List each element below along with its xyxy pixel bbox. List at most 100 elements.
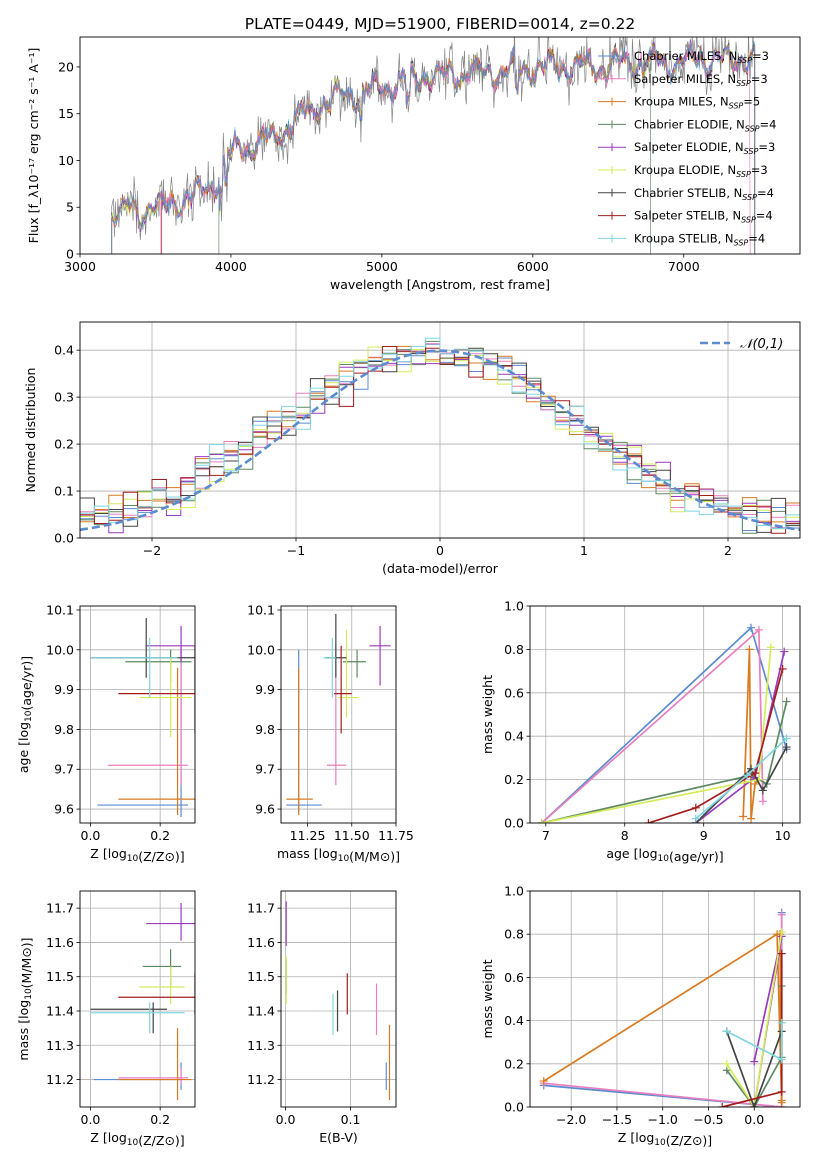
series-line [695, 651, 786, 823]
y-tick-label: 11.4 [247, 1004, 275, 1019]
x-tick-label: 5000 [366, 259, 398, 274]
legend-label: Kroupa MILES, NSSP=5 [634, 95, 760, 111]
y-tick-label: 0.2 [504, 1056, 524, 1071]
label-part: (data-model)/error [382, 561, 499, 576]
y-tick-label: 11.7 [247, 901, 275, 916]
label-part: (M/M⊙)] [19, 937, 34, 988]
label-part: wavelength [Angstrom, rest frame] [330, 277, 550, 292]
model-spectrum-line [111, 40, 756, 254]
y-tick-label: 1.0 [504, 599, 524, 614]
y-axis-label: Normed distribution [23, 368, 38, 493]
plot-area [90, 617, 195, 818]
y-tick-label: 11.4 [46, 1004, 74, 1019]
legend-label: Salpeter ELODIE, NSSP=3 [634, 140, 775, 156]
point-marker [750, 1103, 759, 1107]
legend-label-sub: SSP [736, 79, 751, 88]
plot-area [539, 908, 786, 1107]
legend-label: Chabrier STELIB, NSSP=4 [634, 186, 774, 202]
legend-label-part: Salpeter ELODIE, N [634, 140, 744, 154]
legend-label-part: Kroupa STELIB, N [634, 231, 734, 245]
axes-frame [79, 605, 196, 824]
label-sub: 10 [658, 854, 670, 864]
point-marker [745, 645, 754, 654]
axes-frame [280, 605, 397, 824]
y-tick-label: 9.9 [255, 682, 275, 697]
x-tick-label: −2.0 [556, 1112, 586, 1127]
legend-label-sub: SSP [734, 238, 749, 247]
legend-label-part: Kroupa ELODIE, N [634, 163, 736, 177]
y-tick-label: 0.4 [504, 729, 524, 744]
x-axis-label: wavelength [Angstrom, rest frame] [330, 277, 550, 292]
legend-label-part: =4 [756, 209, 773, 223]
label-part: age [ [16, 741, 31, 773]
x-axis-label: Z [log10(Z/Z⊙)] [90, 1130, 184, 1148]
x-tick-label: −0.5 [693, 1112, 723, 1127]
legend-label-sub: SSP [744, 147, 759, 156]
legend-label: 𝒩(0,1) [740, 337, 783, 352]
x-tick-label: −1.0 [648, 1112, 678, 1127]
x-tick-label: 11.50 [334, 828, 370, 843]
point-marker [539, 1077, 548, 1086]
x-tick-label: 7 [542, 828, 550, 843]
y-tick-label: 10.0 [247, 642, 275, 657]
x-tick-label: 0.0 [744, 1112, 764, 1127]
panel-mass-vs-Z: 0.0 0.211.211.311.411.511.611.7Z [log10(Z… [16, 890, 196, 1148]
y-tick-label: 5 [66, 200, 74, 215]
x-axis-label: mass [log10(M/M⊙)] [277, 846, 400, 864]
y-tick-label: 9.9 [54, 682, 74, 697]
point-marker [777, 949, 786, 958]
axes-frame [79, 36, 801, 255]
y-axis-label: Flux [f_λ10⁻¹⁷ erg cm⁻² s⁻¹ A⁻¹] [26, 48, 41, 244]
y-tick-label: 0.8 [504, 642, 524, 657]
figure-title: PLATE=0449, MJD=51900, FIBERID=0014, z=0… [245, 15, 635, 33]
label-part: Z [ [618, 1130, 635, 1145]
point-marker [780, 647, 789, 656]
point-marker [644, 819, 653, 823]
x-tick-label: 8 [621, 828, 629, 843]
series-line [648, 668, 784, 823]
point-marker [777, 910, 786, 919]
series-line [726, 931, 783, 1107]
y-tick-label: 0.4 [54, 343, 74, 358]
x-tick-label: 4000 [215, 259, 247, 274]
point-marker [750, 1057, 759, 1066]
normal-curve [80, 349, 800, 532]
y-tick-label: 9.8 [255, 722, 275, 737]
x-tick-label: 3000 [64, 259, 96, 274]
y-tick-label: 0.0 [504, 816, 524, 831]
label-part: mass weight [480, 959, 495, 1038]
x-tick-label: 7000 [668, 259, 700, 274]
y-tick-label: 0.0 [504, 1100, 524, 1115]
point-marker [758, 786, 767, 795]
y-tick-label: 10.1 [46, 602, 74, 617]
point-marker [782, 697, 791, 706]
x-axis-label: Z [log10(Z/Z⊙)] [618, 1130, 712, 1148]
panel-spectrum: 3000 4000 5000 6000 7000 0 5 10 15 20 wavelength [… [26, 36, 801, 292]
series-line [541, 628, 764, 823]
y-tick-label: 10.0 [46, 642, 74, 657]
label-part: Z [ [90, 1130, 107, 1145]
x-axis-label: (data-model)/error [382, 561, 499, 576]
label-part: age [ [606, 846, 638, 861]
point-marker [718, 1103, 727, 1107]
legend-label: Kroupa STELIB, NSSP=4 [634, 231, 765, 247]
label-part: log [108, 1130, 127, 1145]
x-tick-label: 0.1 [341, 1112, 361, 1127]
y-tick-label: 0.2 [54, 437, 74, 452]
x-tick-label: −1 [287, 543, 305, 558]
legend: 𝒩(0,1) [700, 337, 783, 352]
label-part: mass [ [16, 1019, 31, 1061]
panel-weight-vs-Z: −2.0 −1.5 −1.0 −0.5 0.0 0.0 0.2 0.4 0.6 0.8 1.0 Z [… [480, 884, 801, 1148]
y-tick-label: 0.2 [504, 772, 524, 787]
x-tick-label: 0.2 [150, 1112, 170, 1127]
y-tick-label: 9.8 [54, 722, 74, 737]
point-marker [782, 734, 791, 743]
legend-label-sub: SSP [736, 170, 751, 179]
x-tick-label: 0 [436, 543, 444, 558]
label-sub: 10 [654, 1138, 666, 1148]
plot-area [537, 623, 791, 823]
label-part: Flux [f_λ10⁻¹⁷ erg cm⁻² s⁻¹ A⁻¹] [26, 48, 41, 244]
x-tick-label: 11.25 [290, 828, 326, 843]
legend-label-sub: SSP [729, 102, 744, 111]
point-marker [758, 797, 767, 806]
